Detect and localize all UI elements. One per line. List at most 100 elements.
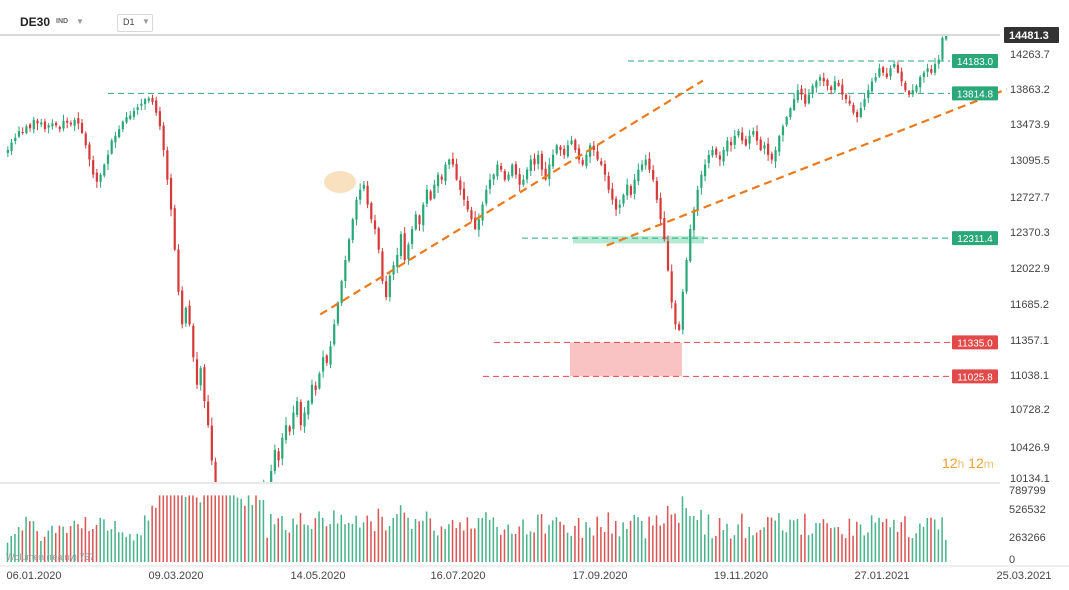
candle-body [440,176,443,180]
price-tick-label: 12022.9 [1010,263,1050,275]
volume-bar [373,531,376,562]
volume-bar [381,516,383,562]
volume-bar [240,498,242,562]
volume-bar [321,517,324,562]
volume-bar [559,521,561,562]
volume-bar [173,495,176,562]
candle-body [922,72,926,77]
candle-body [755,131,759,141]
countdown-minutes: 12 [968,455,984,471]
candle-body [692,209,696,231]
volume-bar [933,519,936,562]
candle-body [195,359,199,385]
volume-bar [807,535,810,562]
candle-body [66,120,69,123]
volume-bar [303,524,305,562]
volume-bar [570,535,573,562]
candle-body [147,98,150,101]
candle-body [429,191,432,200]
candle-body [399,234,403,256]
candle-body [830,86,833,91]
volume-bar [811,533,814,562]
trendline [606,88,1007,247]
volume-bar [507,524,509,562]
level-badge [952,231,998,246]
volume-bar [307,525,309,562]
date-tick-label: 17.09.2020 [572,570,627,582]
volume-bar [837,527,840,562]
candle-body [377,228,380,250]
volume-bar [40,540,42,562]
candle-body [455,163,458,180]
candle-body [703,164,707,177]
candle-body [540,153,544,170]
candle-body [477,219,480,230]
candle-body [54,122,58,126]
candle-body [596,151,599,160]
volume-bar [774,520,776,562]
price-tick-label: 13095.5 [1010,155,1050,167]
volume-bar [214,495,216,562]
symbol-dropdown-icon[interactable]: ▼ [76,17,84,26]
level-lines [108,60,950,377]
volume-bar [414,518,417,562]
candle-body [818,77,822,81]
price-tick-label: 13863.2 [1010,84,1050,96]
symbol-name[interactable]: DE30 [20,15,51,29]
volume-bar [221,495,224,562]
volume-bar [114,520,116,562]
volume-bar [181,495,183,562]
timeframe-label: D1 [123,17,135,27]
volume-bar [262,499,265,562]
volume-bar [329,524,331,562]
volume-bar [540,514,543,562]
candle-body [792,99,796,110]
volume-bar [485,512,487,562]
volume-bar [700,509,702,562]
level-badge-label: 14183.0 [957,57,994,68]
candle-body [418,215,421,225]
volume-bar [296,524,298,562]
candle-body [566,145,569,157]
volume-bar [77,524,79,562]
candle-body [804,94,807,104]
candle-body [62,120,65,129]
candle-body [748,135,751,144]
volume-bar [503,529,506,562]
candle-body [10,142,13,152]
candle-body [900,71,903,82]
candle-body [488,179,492,189]
price-tick-label: 11357.1 [1010,335,1049,347]
volume-bar [266,537,268,562]
peak-highlight [324,171,356,193]
volume-bar [366,515,369,562]
candle-body [499,165,503,170]
volume-bar [715,536,717,562]
price-tick-label: 11038.1 [1010,370,1049,382]
volume-bar [121,532,124,562]
timeframe-select[interactable]: D1 ▼ [117,14,153,32]
volume-bar [525,534,528,562]
candle-body [481,204,484,221]
candle-body [106,154,110,164]
volume-bar [218,495,220,562]
candle-body [118,129,121,138]
candle-body [856,112,859,118]
candle-body [321,357,325,372]
candle-body [807,94,811,104]
price-tick-label: 10134.1 [1010,473,1050,485]
volume-bar [270,514,272,562]
volume-bar [741,513,743,562]
volume-bar [347,522,350,562]
candle-body [310,384,314,404]
volume-bar [585,522,587,562]
volume-bar [533,532,535,562]
candle-body [863,99,866,107]
volume-bar [522,519,524,562]
price-tick-label: 10728.2 [1010,404,1050,416]
candle-body [711,150,714,156]
volume-axis: 789799 526532 263266 0 [1009,485,1046,566]
candle-body [51,123,54,127]
candle-body [366,185,369,205]
